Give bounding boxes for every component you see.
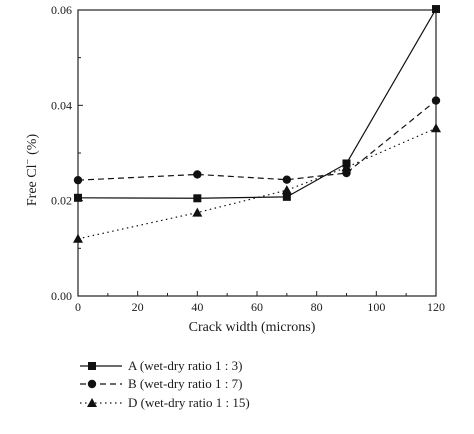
legend-label: A (wet-dry ratio 1 : 3) [128,358,242,373]
legend: A (wet-dry ratio 1 : 3) B (wet-dry ratio … [80,358,250,410]
plot-border [77,9,437,297]
data-point [282,175,292,184]
legend-label: D (wet-dry ratio 1 : 15) [128,395,250,410]
data-point [341,162,352,172]
plot-frame [77,9,437,297]
series-1 [74,5,440,203]
y-axis-label-main: Free Cl [25,164,40,206]
series-line [77,127,437,240]
data-point [431,96,441,105]
x-tick-label: 20 [132,300,144,314]
data-point [281,185,292,195]
legend-marker [87,379,97,389]
y-axis-ticks: 0.00 0.02 0.04 0.06 [51,3,83,303]
legend-item-2: B (wet-dry ratio 1 : 7) [80,376,242,391]
data-point [282,192,291,201]
y-axis-label-superscript: − [23,159,34,165]
data-point [193,170,202,179]
y-axis-label: Free Cl− (%) [23,134,40,207]
data-point [73,175,83,185]
y-tick-label: 0.00 [51,289,72,303]
data-point [431,123,441,133]
x-tick-label: 100 [367,300,385,314]
series-layer [73,5,441,243]
y-tick-label: 0.02 [51,194,72,208]
y-tick-label: 0.06 [51,3,72,17]
series-2 [73,96,441,185]
x-tick-label: 0 [75,300,81,314]
legend-item-1: A (wet-dry ratio 1 : 3) [80,358,242,373]
x-tick-label: 40 [191,300,203,314]
y-axis-label-unit: (%) [25,134,40,155]
legend-item-3: D (wet-dry ratio 1 : 15) [80,395,250,410]
data-point [73,233,83,243]
y-tick-label: 0.04 [51,98,72,112]
legend-label: B (wet-dry ratio 1 : 7) [128,376,242,391]
data-point [193,194,202,203]
x-axis-label: Crack width (microns) [189,320,316,335]
legend-marker [88,362,96,370]
legend-marker [87,398,97,407]
x-tick-label: 120 [427,300,445,314]
x-tick-label: 80 [311,300,323,314]
series-line [77,8,437,199]
series-3 [73,123,441,243]
data-point [74,193,82,202]
series-line [77,100,437,181]
data-point [192,207,203,217]
data-point [432,5,440,14]
x-axis-ticks: 0 20 40 60 80 100 120 [75,291,445,314]
x-tick-label: 60 [251,300,263,314]
